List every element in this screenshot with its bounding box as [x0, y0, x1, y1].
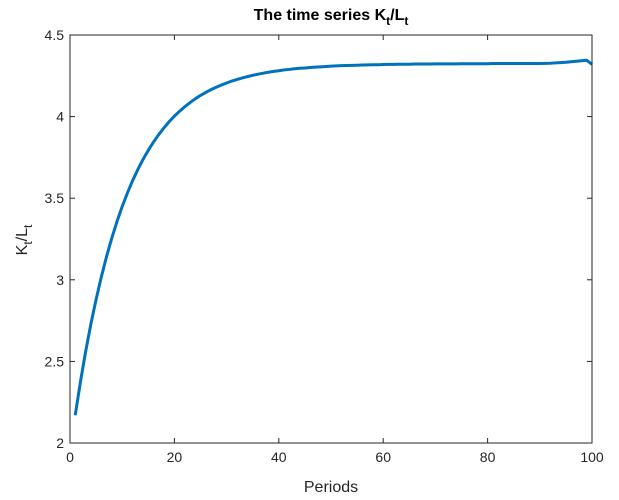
y-tick-label: 2.5: [45, 353, 65, 369]
x-tick-label: 100: [580, 449, 604, 465]
y-tick-label: 4.5: [45, 27, 65, 43]
axes-box: [69, 34, 593, 444]
y-tick-label: 4: [56, 109, 64, 125]
chart-title: The time series Kt/Lt: [254, 7, 409, 28]
x-tick-label: 20: [167, 449, 183, 465]
x-tick-label: 0: [66, 449, 74, 465]
y-tick-label: 2: [56, 435, 64, 451]
x-tick-label: 40: [271, 449, 287, 465]
x-tick-label: 60: [375, 449, 391, 465]
y-axis-label: Kt/Lt: [14, 224, 35, 255]
plot-area: [70, 35, 592, 443]
x-tick-label: 80: [480, 449, 496, 465]
y-tick-label: 3.5: [45, 190, 65, 206]
x-axis-label: Periods: [304, 479, 358, 496]
series-line: [73, 58, 593, 416]
y-tick-label: 3: [56, 272, 64, 288]
